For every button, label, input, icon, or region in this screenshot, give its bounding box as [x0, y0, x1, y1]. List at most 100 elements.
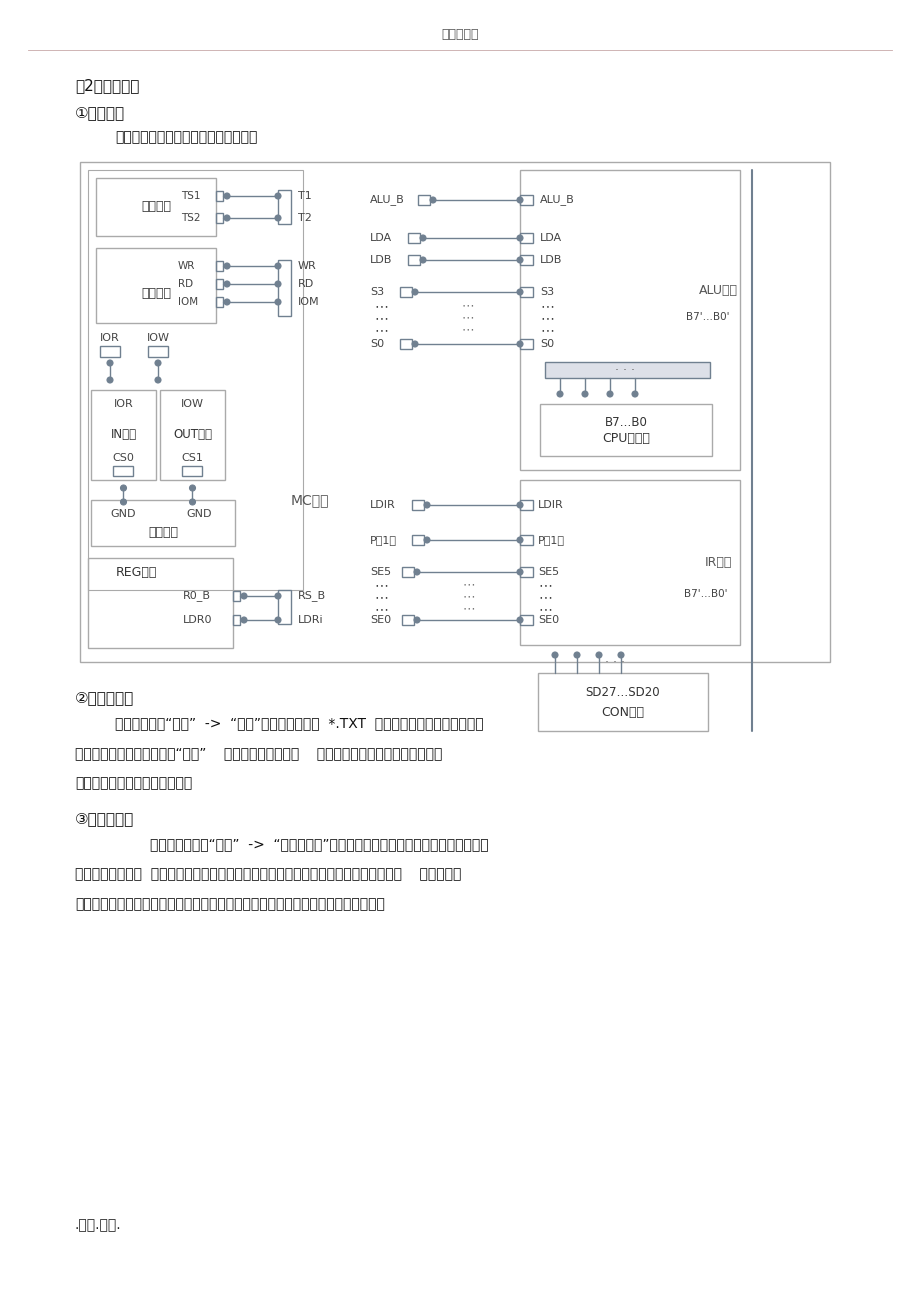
Text: 选择联机软件的“转储”  ->  “刷新指令区”可以读出下位机所有的机器指令和微指令，: 选择联机软件的“转储” -> “刷新指令区”可以读出下位机所有的机器指令和微指令… — [115, 837, 488, 851]
Text: 扩展单元: 扩展单元 — [148, 526, 177, 539]
Circle shape — [189, 499, 196, 506]
Bar — [519, 339, 532, 349]
Text: 用联机软件的“转储”  ->  “装载”功能将该格式（  *.TXT  ）文件装载入实验系统。装入: 用联机软件的“转储” -> “装载”功能将该格式（ *.TXT ）文件装载入实验… — [115, 717, 483, 730]
Circle shape — [412, 289, 417, 294]
Circle shape — [275, 193, 280, 199]
Text: LDB: LDB — [369, 255, 391, 265]
Circle shape — [241, 618, 246, 623]
Text: ⋯: ⋯ — [538, 590, 551, 605]
Text: ⋯: ⋯ — [374, 590, 388, 605]
Text: 微指令，还剩多少条指令令等。: 微指令，还剩多少条指令令等。 — [75, 777, 192, 790]
Circle shape — [223, 298, 230, 305]
Bar — [233, 592, 240, 601]
Text: ⋯: ⋯ — [460, 300, 473, 313]
Circle shape — [107, 360, 113, 366]
Circle shape — [424, 537, 429, 543]
Bar — [539, 404, 711, 456]
Text: ①实验接线: ①实验接线 — [75, 106, 125, 120]
Circle shape — [516, 235, 522, 241]
Circle shape — [154, 377, 161, 383]
Circle shape — [414, 569, 420, 575]
Text: SE5: SE5 — [538, 567, 559, 577]
Text: 并在指令区显示。  检查微控器相应地址单元的数据是否和下表中的十六进制数据相同，    如果不同，: 并在指令区显示。 检查微控器相应地址单元的数据是否和下表中的十六进制数据相同， … — [75, 866, 460, 881]
Text: 则说明写入操作失败，应重新写入，可以通过联机软件单独修改某个单元的微指令。: 则说明写入操作失败，应重新写入，可以通过联机软件单独修改某个单元的微指令。 — [75, 896, 384, 911]
Circle shape — [420, 235, 425, 241]
Text: IOW: IOW — [181, 399, 204, 409]
Text: · · ·: · · · — [605, 657, 624, 670]
Circle shape — [275, 593, 280, 599]
Text: 时序单元: 时序单元 — [141, 201, 171, 214]
Bar — [519, 615, 532, 625]
Text: ⋯: ⋯ — [374, 311, 388, 324]
Text: LDIR: LDIR — [538, 500, 563, 509]
Circle shape — [275, 215, 280, 222]
Circle shape — [412, 341, 417, 347]
Circle shape — [516, 569, 522, 575]
Text: ⋯: ⋯ — [539, 298, 553, 313]
Text: S0: S0 — [539, 339, 553, 349]
Text: P、1。: P、1。 — [369, 536, 397, 545]
Circle shape — [607, 391, 612, 397]
Text: SE5: SE5 — [369, 567, 391, 577]
Text: LDIR: LDIR — [369, 500, 395, 509]
Text: （2）主要步骤: （2）主要步骤 — [75, 78, 139, 93]
Bar — [88, 169, 302, 590]
Text: 过程中，在软件的输出区的“结果”    栏会显示装载信息，    如当前正在装载的是机器指令还是: 过程中，在软件的输出区的“结果” 栏会显示装载信息， 如当前正在装载的是机器指令… — [75, 747, 442, 760]
Bar — [278, 590, 290, 624]
Text: CPU内总线: CPU内总线 — [601, 433, 649, 446]
Text: ②写入微程序: ②写入微程序 — [75, 691, 134, 705]
Bar — [519, 195, 532, 205]
Text: SE0: SE0 — [369, 615, 391, 625]
Text: REG单元: REG单元 — [115, 566, 156, 579]
Circle shape — [516, 289, 522, 294]
Circle shape — [223, 281, 230, 287]
Text: ⋯: ⋯ — [538, 579, 551, 592]
Text: ⋯: ⋯ — [374, 323, 388, 337]
Circle shape — [556, 391, 562, 397]
Bar — [519, 480, 739, 645]
Bar — [519, 287, 532, 297]
Text: RD: RD — [177, 279, 193, 289]
Circle shape — [414, 618, 420, 623]
Text: IOM: IOM — [298, 297, 319, 308]
Text: LDR0: LDR0 — [183, 615, 212, 625]
Text: RS_B: RS_B — [298, 590, 325, 602]
Text: ⋯: ⋯ — [374, 298, 388, 313]
Bar — [400, 339, 412, 349]
Text: 按下图连线方式完成实验筱接线部分。: 按下图连线方式完成实验筱接线部分。 — [115, 130, 257, 145]
Circle shape — [275, 618, 280, 623]
Text: WR: WR — [177, 261, 195, 271]
Bar — [88, 558, 233, 648]
Text: CS0: CS0 — [112, 453, 134, 463]
Circle shape — [223, 215, 230, 222]
Text: B7'…B0': B7'…B0' — [684, 589, 727, 599]
Text: LDRi: LDRi — [298, 615, 323, 625]
Circle shape — [516, 197, 522, 203]
Text: MC单元: MC单元 — [290, 493, 329, 507]
Circle shape — [420, 257, 425, 263]
Bar — [148, 347, 168, 357]
Circle shape — [516, 502, 522, 508]
Text: R0_B: R0_B — [183, 590, 210, 602]
Circle shape — [241, 593, 246, 599]
Text: ⋯: ⋯ — [461, 602, 474, 615]
Text: OUT单元: OUT单元 — [173, 429, 211, 442]
Circle shape — [107, 377, 113, 383]
Circle shape — [516, 537, 522, 543]
Text: GND: GND — [110, 509, 136, 519]
Circle shape — [275, 298, 280, 305]
Bar — [233, 615, 240, 625]
Text: IR单元: IR单元 — [704, 556, 731, 569]
Bar — [160, 390, 225, 480]
Circle shape — [120, 485, 127, 491]
Circle shape — [516, 618, 522, 623]
Text: ⋯: ⋯ — [539, 323, 553, 337]
Bar — [113, 466, 133, 476]
Circle shape — [154, 360, 161, 366]
Bar — [216, 297, 222, 308]
Bar — [216, 279, 222, 289]
Bar — [216, 212, 222, 223]
Text: .专业.整理.: .专业.整理. — [75, 1218, 121, 1233]
Text: P、1。: P、1。 — [538, 536, 564, 545]
Circle shape — [618, 652, 623, 658]
